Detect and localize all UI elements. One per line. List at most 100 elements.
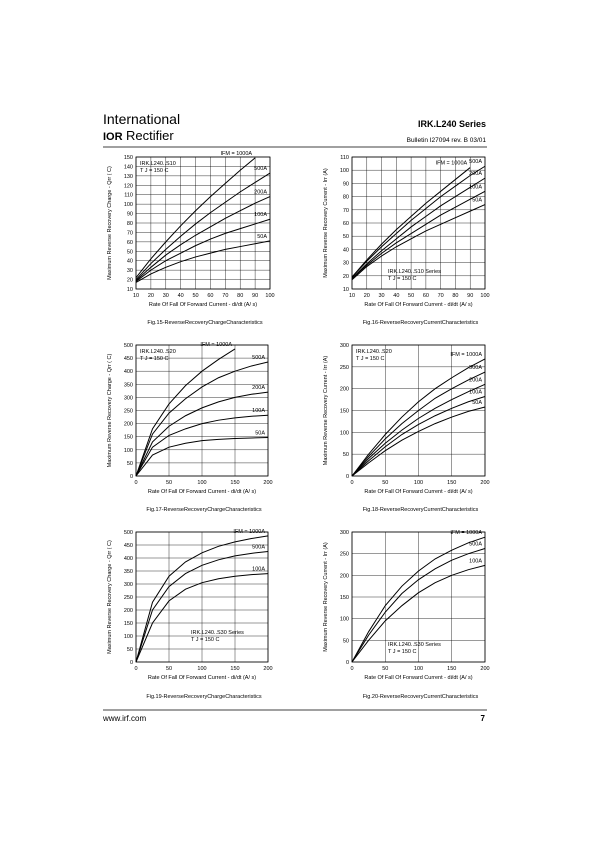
- series-line: [135, 391, 269, 477]
- y-tick-label: 350: [124, 382, 133, 388]
- series-line: [351, 536, 486, 663]
- y-tick-label: 250: [124, 409, 133, 415]
- figure-caption: Fig.17-ReverseRecoveryChargeCharacterist…: [146, 507, 261, 513]
- series-line: [135, 240, 271, 283]
- x-tick-label: 50: [382, 480, 388, 486]
- plot-frame: [135, 531, 269, 663]
- series-label: 500A: [469, 541, 482, 547]
- bulletin: Bulletin I27094 rev. B 03/01: [407, 137, 487, 144]
- series-line: [351, 547, 486, 663]
- y-tick-label: 150: [124, 435, 133, 441]
- y-tick-label: 130: [124, 174, 133, 180]
- y-tick-label: 20: [127, 278, 133, 284]
- y-tick-label: 0: [346, 660, 349, 666]
- series-line: [351, 383, 486, 477]
- y-tick-label: 10: [343, 287, 349, 293]
- y-tick-label: 20: [343, 274, 349, 280]
- annotation: IRK.L240..S20: [140, 349, 176, 355]
- x-axis-label: Rate Of Fall Of Forward Current - di/dt …: [364, 489, 472, 495]
- y-tick-label: 100: [124, 202, 133, 208]
- x-tick-label: 0: [134, 480, 137, 486]
- y-tick-label: 250: [340, 552, 349, 558]
- series-label: 100A: [469, 390, 482, 396]
- y-tick-label: 50: [127, 249, 133, 255]
- y-tick-label: 100: [340, 617, 349, 623]
- annotation: IRK.L240..S30 Series: [388, 642, 441, 648]
- y-tick-label: 10: [127, 287, 133, 293]
- series-label: IFM = 1000A: [200, 342, 232, 348]
- y-tick-label: 0: [130, 474, 133, 480]
- series-line: [351, 204, 486, 281]
- x-tick-label: 150: [230, 666, 239, 672]
- y-tick-label: 200: [124, 608, 133, 614]
- plot-frame: [135, 156, 271, 290]
- series-line: [351, 177, 486, 279]
- x-tick-label: 100: [414, 480, 423, 486]
- x-tick-label: 0: [350, 666, 353, 672]
- series-line: [135, 436, 269, 477]
- y-tick-label: 150: [340, 409, 349, 415]
- series-label: 100A: [469, 558, 482, 564]
- series-label: 100A: [252, 567, 265, 573]
- x-tick-label: 100: [265, 293, 274, 299]
- y-tick-label: 50: [127, 647, 133, 653]
- series-label: 500A: [252, 355, 265, 361]
- x-tick-label: 150: [447, 480, 456, 486]
- x-axis-label: Rate Of Fall Of Forward Current - di/dt …: [149, 302, 257, 308]
- x-tick-label: 70: [222, 293, 228, 299]
- x-tick-label: 30: [163, 293, 169, 299]
- x-tick-label: 50: [166, 480, 172, 486]
- series-label: 50A: [472, 400, 482, 406]
- y-tick-label: 70: [127, 230, 133, 236]
- x-tick-label: 40: [393, 293, 399, 299]
- x-tick-label: 50: [166, 666, 172, 672]
- y-tick-label: 200: [340, 387, 349, 393]
- y-axis-label: Maximum Reverse Recovery Current - Irr (…: [323, 542, 329, 652]
- annotation: T J = 150 C: [140, 168, 169, 174]
- series-label: 50A: [257, 234, 267, 240]
- series-line: [135, 348, 236, 477]
- company-name: International: [103, 111, 180, 127]
- y-tick-label: 50: [343, 638, 349, 644]
- plot-frame: [351, 531, 486, 663]
- y-tick-label: 400: [124, 369, 133, 375]
- x-tick-label: 10: [349, 293, 355, 299]
- y-tick-label: 140: [124, 164, 133, 170]
- y-tick-label: 150: [124, 155, 133, 161]
- y-tick-label: 150: [124, 621, 133, 627]
- plot-frame: [351, 156, 486, 290]
- x-tick-label: 20: [364, 293, 370, 299]
- series-label: IFM = 1000A: [233, 529, 265, 535]
- series-line: [351, 406, 486, 477]
- x-tick-label: 30: [378, 293, 384, 299]
- y-tick-label: 80: [127, 221, 133, 227]
- series-line: [351, 371, 486, 477]
- x-tick-label: 50: [382, 666, 388, 672]
- x-tick-label: 70: [438, 293, 444, 299]
- y-tick-label: 60: [127, 240, 133, 246]
- x-tick-label: 0: [350, 480, 353, 486]
- company-name: Rectifier: [126, 128, 174, 143]
- x-tick-label: 60: [207, 293, 213, 299]
- series-label: 200A: [254, 190, 267, 196]
- series-line: [135, 573, 269, 663]
- x-tick-label: 100: [480, 293, 489, 299]
- series-label: 100A: [469, 184, 482, 190]
- series-line: [135, 535, 269, 663]
- x-tick-label: 60: [423, 293, 429, 299]
- y-tick-label: 500: [124, 530, 133, 536]
- y-axis-label: Maximum Reverse Recovery Current - Irr (…: [323, 168, 329, 278]
- x-tick-label: 90: [467, 293, 473, 299]
- x-tick-label: 20: [148, 293, 154, 299]
- y-tick-label: 500: [124, 343, 133, 349]
- y-tick-label: 30: [127, 268, 133, 274]
- plot-frame: [351, 344, 486, 477]
- y-tick-label: 110: [124, 193, 133, 199]
- series-title: IRK.L240 Series: [418, 119, 486, 129]
- x-axis-label: Rate Of Fall Of Forward Current - di/dt …: [364, 675, 472, 681]
- y-tick-label: 70: [343, 208, 349, 214]
- x-tick-label: 10: [133, 293, 139, 299]
- series-line: [351, 564, 486, 663]
- series-line: [135, 172, 271, 280]
- logo: IOR: [103, 131, 123, 143]
